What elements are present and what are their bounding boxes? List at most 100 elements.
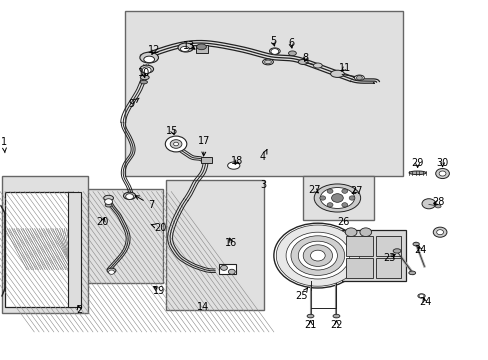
Circle shape [341,189,347,193]
Circle shape [173,142,178,146]
Ellipse shape [140,75,149,80]
Circle shape [220,265,227,270]
Text: 12: 12 [148,45,161,55]
Circle shape [298,241,337,270]
Text: 1: 1 [1,137,7,153]
Ellipse shape [354,75,364,81]
Ellipse shape [105,203,112,207]
Text: 5: 5 [269,36,275,46]
Circle shape [165,136,186,152]
Text: 4: 4 [260,149,266,162]
Ellipse shape [434,204,440,208]
Circle shape [104,199,112,204]
Text: 16: 16 [225,238,237,248]
Ellipse shape [140,52,158,63]
Text: 9: 9 [128,98,139,109]
Text: 24: 24 [418,297,430,307]
Ellipse shape [314,184,360,212]
Text: 8: 8 [302,53,308,63]
Text: 17: 17 [198,136,210,156]
Text: 10: 10 [138,68,150,78]
Ellipse shape [107,268,116,273]
Circle shape [125,194,133,199]
FancyBboxPatch shape [346,258,372,278]
FancyBboxPatch shape [2,176,88,313]
Circle shape [421,199,435,209]
Circle shape [142,67,151,73]
Circle shape [331,194,343,202]
Circle shape [326,189,332,193]
Ellipse shape [408,171,426,175]
Ellipse shape [227,162,240,169]
Ellipse shape [140,65,153,73]
Circle shape [270,49,278,54]
Ellipse shape [412,242,419,246]
Text: 13: 13 [183,41,195,51]
Text: 26: 26 [337,217,349,228]
Text: 14: 14 [197,302,209,312]
Ellipse shape [298,59,307,64]
FancyBboxPatch shape [195,45,207,53]
Circle shape [290,236,344,275]
Ellipse shape [306,314,313,318]
Text: 22: 22 [329,320,342,330]
Circle shape [359,228,371,237]
Ellipse shape [269,48,280,54]
FancyBboxPatch shape [303,176,373,220]
Ellipse shape [264,60,271,64]
Circle shape [273,223,361,288]
Circle shape [285,232,349,279]
Text: 23: 23 [383,253,395,264]
FancyBboxPatch shape [201,157,212,163]
Text: 15: 15 [166,126,179,136]
Circle shape [326,203,332,207]
Circle shape [303,245,332,266]
Text: 27: 27 [349,186,362,196]
Ellipse shape [330,70,344,77]
Circle shape [276,225,359,286]
Ellipse shape [313,63,322,68]
Circle shape [348,196,354,200]
Ellipse shape [178,43,193,52]
Text: 30: 30 [435,158,448,168]
Text: 19: 19 [153,285,165,296]
FancyBboxPatch shape [342,230,405,281]
Text: 20: 20 [151,222,166,233]
FancyBboxPatch shape [166,180,264,310]
Ellipse shape [392,249,400,253]
Ellipse shape [196,44,206,50]
Circle shape [341,203,347,207]
Text: 25: 25 [295,288,307,301]
FancyBboxPatch shape [375,258,400,278]
FancyBboxPatch shape [87,189,163,283]
Ellipse shape [123,192,136,199]
Text: 21: 21 [304,320,316,330]
Text: 29: 29 [410,158,423,168]
Text: 6: 6 [287,38,293,48]
Ellipse shape [288,51,296,55]
Text: 2: 2 [76,305,82,315]
Ellipse shape [143,56,154,63]
FancyBboxPatch shape [219,264,236,274]
Ellipse shape [332,314,339,318]
FancyBboxPatch shape [375,236,400,256]
Ellipse shape [262,59,273,65]
Circle shape [170,140,182,148]
Text: 28: 28 [431,197,444,207]
Circle shape [319,196,325,200]
Circle shape [228,269,235,274]
Circle shape [418,294,423,298]
Text: 11: 11 [338,63,351,73]
Circle shape [108,270,114,274]
Text: 3: 3 [260,180,265,190]
FancyBboxPatch shape [5,192,73,307]
Ellipse shape [417,294,425,298]
Ellipse shape [408,271,415,275]
Circle shape [432,227,446,237]
Text: 24: 24 [413,245,426,255]
Circle shape [310,250,325,261]
FancyBboxPatch shape [68,192,81,307]
Text: 20: 20 [96,217,109,228]
FancyBboxPatch shape [124,11,403,176]
Text: 7: 7 [135,195,154,210]
